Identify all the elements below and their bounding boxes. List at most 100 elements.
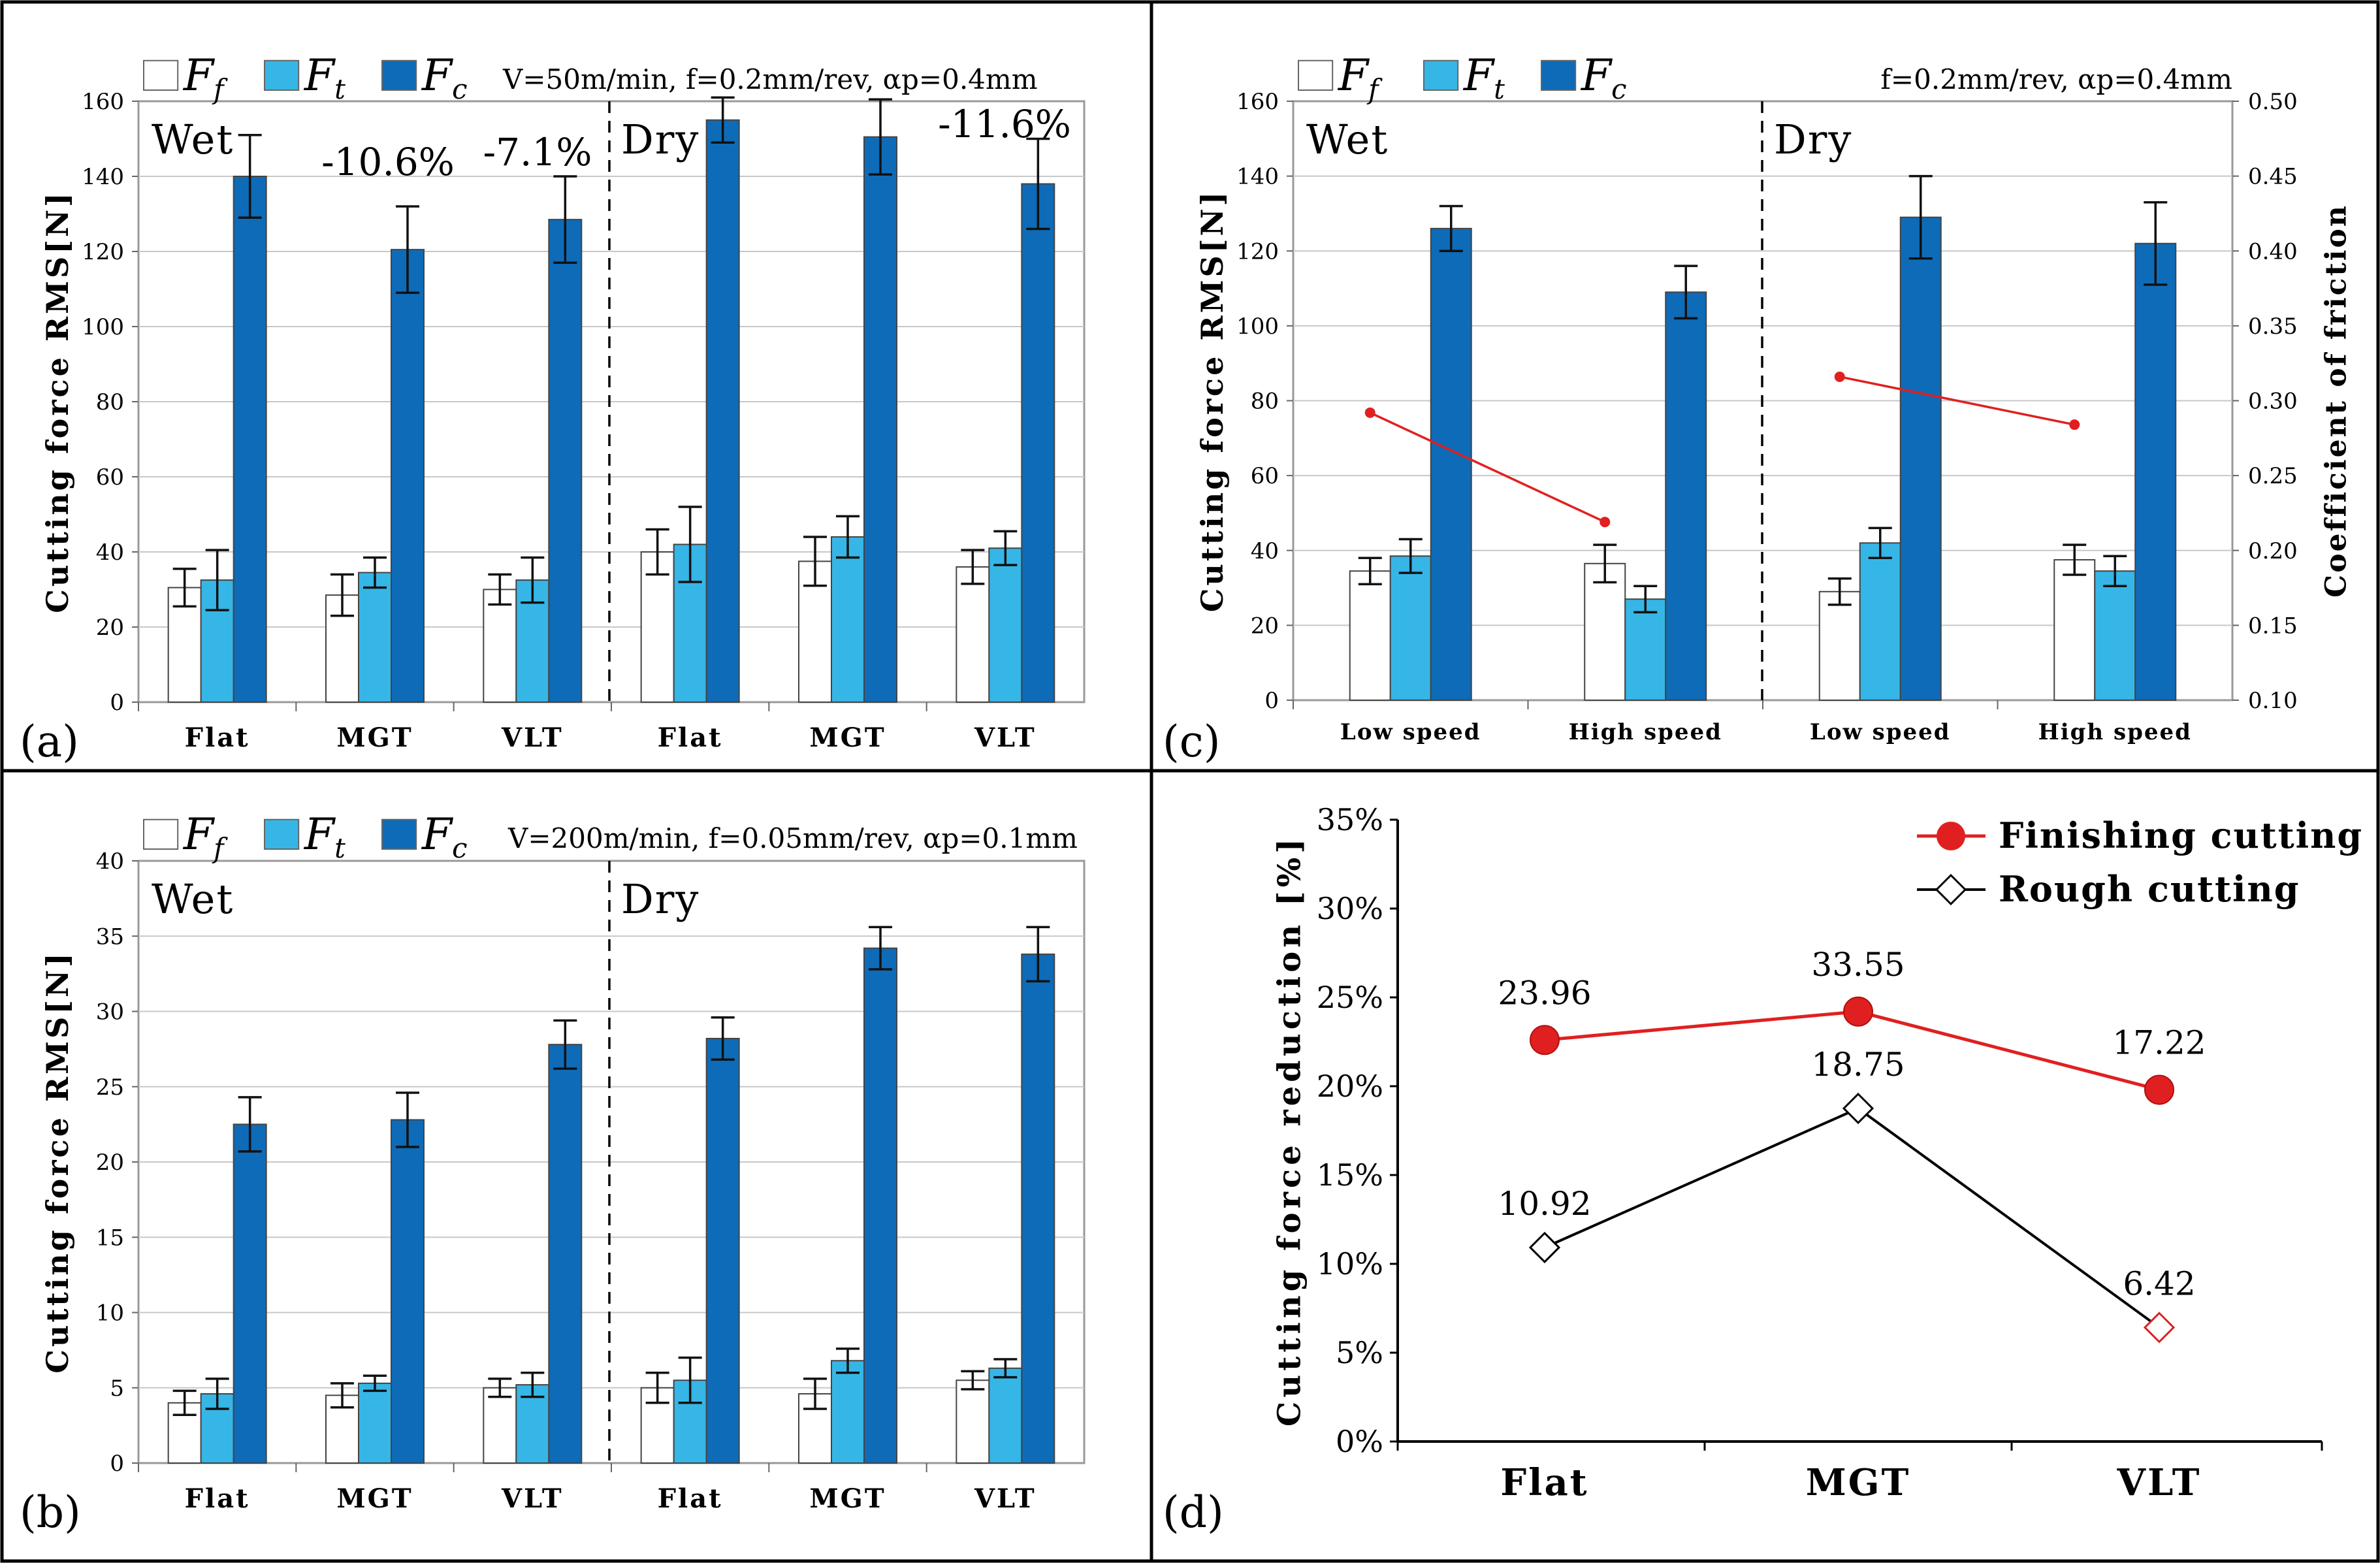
- y2-tick-label: 0.40: [2248, 238, 2298, 265]
- panel-label: (c): [1163, 717, 1220, 767]
- x-tick-label: VLT: [501, 1483, 564, 1514]
- y2-axis-label: Coefficient of friction: [2320, 204, 2353, 598]
- x-tick-label: Flat: [185, 722, 250, 753]
- bar-fc: [1021, 183, 1055, 703]
- legend-swatch-ff: [143, 59, 179, 91]
- legend-label-ff: Ff: [182, 50, 228, 105]
- x-tick-label: High speed: [1569, 719, 1722, 745]
- y-tick-label: 0: [110, 1451, 124, 1477]
- bar-fc: [1430, 227, 1472, 701]
- x-tick-label: MGT: [809, 1483, 886, 1514]
- bar-fc: [1021, 953, 1055, 1464]
- y-tick-label: 20: [1251, 613, 1279, 639]
- y-tick-label: 40: [1251, 538, 1279, 564]
- data-label-finishing: 23.96: [1498, 974, 1591, 1012]
- x-tick-label: VLT: [974, 722, 1037, 753]
- y2-tick-label: 0.25: [2248, 463, 2298, 489]
- y-tick-label: 5%: [1336, 1335, 1383, 1370]
- y-tick-label: 160: [82, 89, 124, 115]
- y-tick-label: 15: [96, 1225, 124, 1251]
- friction-point: [2069, 419, 2080, 430]
- x-tick-label: MGT: [336, 722, 413, 753]
- bar-fc: [391, 1119, 425, 1464]
- friction-point: [1600, 517, 1611, 528]
- y-tick-label: 25%: [1317, 980, 1383, 1015]
- panel-a: 0 20 40 60 80 100 120 140 160 Cutting force RMS[N…: [20, 50, 1085, 767]
- legend-marker-rough: [1935, 873, 1967, 906]
- panel-label: (d): [1163, 1487, 1224, 1538]
- bar-ft: [1389, 555, 1432, 701]
- condition-text: V=200m/min, f=0.05mm/rev, αp=0.1mm: [507, 822, 1078, 854]
- x-tick-label: Low speed: [1340, 719, 1481, 745]
- region-label-dry: Dry: [1774, 116, 1852, 163]
- region-label-wet: Wet: [152, 875, 234, 923]
- bar-fc: [391, 249, 425, 703]
- friction-line: [1839, 376, 2075, 426]
- bar-fc: [705, 119, 740, 703]
- data-label-rough: 10.92: [1498, 1185, 1591, 1223]
- y2-tick-label: 0.15: [2248, 613, 2298, 639]
- legend-swatch-fc: [381, 818, 417, 850]
- y-tick-label: 30: [96, 999, 124, 1025]
- y-tick-label: 20: [96, 1150, 124, 1176]
- legend-label-ft: Ft: [1462, 50, 1505, 105]
- friction-line: [1370, 411, 1605, 523]
- y-tick-label: 25: [96, 1074, 124, 1101]
- legend-label-ff: Ff: [182, 809, 228, 864]
- y-tick-label: 140: [1236, 164, 1279, 190]
- y-tick-label: 20%: [1317, 1069, 1383, 1104]
- y-axis-label: Cutting force RMS[N]: [40, 190, 75, 613]
- legend-label-fc: Fc: [1580, 50, 1627, 105]
- bar-fc: [1899, 216, 1942, 701]
- legend-swatch-ft: [264, 59, 300, 91]
- bar-fc: [233, 1123, 267, 1464]
- bar-ft: [988, 1367, 1023, 1464]
- y-tick-label: 35%: [1317, 802, 1383, 837]
- bar-ff: [1349, 570, 1391, 701]
- bar-ft: [358, 572, 392, 703]
- x-tick-label: Low speed: [1810, 719, 1951, 745]
- y-axis-label: Cutting force RMS[N]: [40, 950, 75, 1374]
- bar-fc: [863, 136, 897, 703]
- bar-ff: [1584, 562, 1626, 701]
- bar-fc: [1665, 291, 1707, 701]
- annotation-vlt-wet: -7.1%: [483, 130, 592, 174]
- y-tick-label: 30%: [1317, 891, 1383, 926]
- y2-tick-label: 0.20: [2248, 538, 2298, 564]
- legend-swatch-ft: [1423, 59, 1459, 91]
- legend-label-fc: Fc: [421, 50, 468, 105]
- region-label-dry: Dry: [621, 116, 700, 163]
- x-tick-label: Flat: [1500, 1461, 1588, 1504]
- legend-swatch-ff: [1298, 59, 1334, 91]
- y-tick-label: 160: [1236, 89, 1279, 115]
- y-tick-label: 120: [82, 239, 124, 265]
- bar-fc: [548, 219, 583, 703]
- legend-swatch-fc: [1541, 59, 1577, 91]
- panel-label: (a): [20, 717, 79, 767]
- y-tick-label: 40: [96, 848, 124, 875]
- panel-d: 0% 5% 10% 15% 20% 25% 30% 35% Cutting force redu…: [1163, 802, 2362, 1538]
- y-tick-label: 10%: [1317, 1246, 1383, 1281]
- region-label-wet: Wet: [152, 116, 234, 163]
- bar-ft: [358, 1382, 392, 1464]
- y2-tick-label: 0.45: [2248, 164, 2298, 190]
- x-tick-label: MGT: [1806, 1461, 1910, 1504]
- point-finishing: [2144, 1074, 2174, 1105]
- bar-ft: [831, 536, 865, 703]
- y-axis-label: Cutting force RMS[N]: [1195, 189, 1230, 613]
- point-rough: [2143, 1312, 2176, 1344]
- panel-c: 0 20 40 60 80 100 120 140 160 0.10 0.15 0.20 0.25 0.3…: [1163, 50, 2353, 767]
- y-tick-label: 0%: [1336, 1424, 1383, 1459]
- legend-label-fc: Fc: [421, 809, 468, 864]
- y-tick-label: 40: [96, 540, 124, 566]
- x-tick-label: VLT: [2117, 1461, 2202, 1504]
- condition-text: V=50m/min, f=0.2mm/rev, αp=0.4mm: [502, 63, 1038, 95]
- point-rough: [1528, 1231, 1561, 1264]
- x-tick-label: High speed: [2038, 719, 2192, 745]
- y-tick-label: 15%: [1317, 1157, 1383, 1193]
- annotation-vlt-dry: -11.6%: [938, 102, 1071, 146]
- bar-fc: [2134, 242, 2177, 701]
- annotation-mgt-wet: -10.6%: [321, 140, 455, 184]
